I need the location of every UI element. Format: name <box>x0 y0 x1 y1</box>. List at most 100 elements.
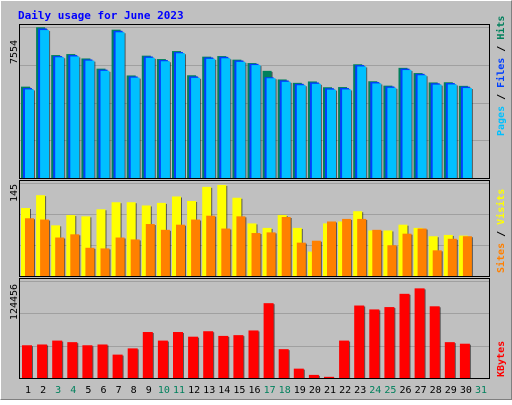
bar-pages-21 <box>327 89 336 178</box>
bar-kbytes-8 <box>127 348 138 378</box>
bar-pages-2 <box>40 30 50 178</box>
bar-kbytes-25 <box>384 307 395 378</box>
bar-pages-20 <box>311 83 321 178</box>
bar-sites-6 <box>100 248 110 276</box>
bar-kbytes-1 <box>22 345 32 378</box>
x-label-day-9: 9 <box>146 385 152 396</box>
bar-sites-13 <box>206 215 216 276</box>
bar-pages-27 <box>417 75 427 178</box>
bar-pages-29 <box>447 84 457 178</box>
bar-sites-15 <box>236 216 246 276</box>
bar-kbytes-17 <box>263 303 274 378</box>
bar-pages-18 <box>281 81 291 178</box>
bar-sites-7 <box>115 237 125 276</box>
x-label-day-3: 3 <box>55 385 61 396</box>
bar-pages-23 <box>357 66 367 178</box>
bar-sites-26 <box>402 233 412 276</box>
bar-pages-9 <box>145 57 155 178</box>
bar-kbytes-30 <box>459 343 470 378</box>
bar-sites-1 <box>25 218 34 276</box>
bar-pages-5 <box>85 60 95 178</box>
bar-kbytes-9 <box>142 332 153 378</box>
x-label-day-6: 6 <box>100 385 106 396</box>
x-label-day-7: 7 <box>116 385 122 396</box>
bar-kbytes-15 <box>233 335 244 378</box>
bar-pages-4 <box>70 56 80 179</box>
bars <box>21 27 473 379</box>
bar-pages-28 <box>432 84 442 178</box>
x-label-day-25: 25 <box>384 385 396 396</box>
bar-pages-7 <box>115 32 125 178</box>
x-label-day-30: 30 <box>460 385 472 396</box>
bar-kbytes-29 <box>444 342 455 378</box>
x-label-day-28: 28 <box>430 385 442 396</box>
bar-visits-5 <box>81 216 91 276</box>
bar-pages-6 <box>100 70 110 178</box>
bar-sites-19 <box>296 242 306 276</box>
middle-max-label: 145 <box>9 184 20 202</box>
x-label-day-22: 22 <box>339 385 351 396</box>
x-label-day-2: 2 <box>40 385 46 396</box>
x-label-day-21: 21 <box>324 385 336 396</box>
x-label-day-12: 12 <box>188 385 200 396</box>
x-label-day-23: 23 <box>354 385 366 396</box>
legend-kbytes: KBytes <box>496 341 507 377</box>
bar-sites-20 <box>311 240 321 276</box>
bar-pages-10 <box>160 61 170 178</box>
legend-sites: Sites <box>495 243 507 273</box>
bar-kbytes-21-shadow <box>325 377 335 379</box>
bar-kbytes-4 <box>67 342 78 378</box>
bar-pages-19 <box>296 85 306 178</box>
top-max-label: 7554 <box>9 40 20 64</box>
bar-kbytes-27 <box>414 288 425 378</box>
x-label-day-4: 4 <box>70 385 76 396</box>
bar-pages-30 <box>462 88 472 178</box>
bar-sites-3 <box>55 237 65 276</box>
bar-sites-21 <box>327 221 336 276</box>
bar-sites-22 <box>342 218 352 276</box>
bar-kbytes-14 <box>218 335 229 378</box>
bar-kbytes-6 <box>97 344 108 378</box>
bar-kbytes-24 <box>369 309 380 378</box>
bar-kbytes-12 <box>188 336 199 378</box>
chart-title: Daily usage for June 2023 <box>18 9 184 22</box>
bar-sites-10 <box>160 229 170 276</box>
bar-kbytes-26 <box>399 293 410 378</box>
bar-sites-9 <box>145 224 155 276</box>
bar-pages-25 <box>387 87 397 178</box>
bar-pages-24 <box>372 83 382 178</box>
x-label-day-26: 26 <box>399 385 411 396</box>
x-label-day-13: 13 <box>203 385 215 396</box>
bar-pages-22 <box>342 89 352 178</box>
bar-sites-29 <box>447 238 457 276</box>
bar-pages-14 <box>221 58 231 178</box>
bar-pages-12 <box>191 77 201 178</box>
bar-kbytes-21 <box>324 376 334 378</box>
bar-sites-30 <box>462 236 472 276</box>
bar-kbytes-23 <box>354 305 365 378</box>
legend-visits: Visits <box>495 189 507 225</box>
bar-pages-13 <box>206 58 216 179</box>
x-label-day-19: 19 <box>294 385 306 396</box>
x-label-day-27: 27 <box>415 385 427 396</box>
bar-visits-8 <box>126 202 136 276</box>
bar-sites-25 <box>387 245 397 276</box>
x-label-day-10: 10 <box>158 385 170 396</box>
legend-sep-2: / <box>496 40 507 58</box>
x-label-day-5: 5 <box>85 385 91 396</box>
bar-sites-18 <box>281 216 291 276</box>
bar-sites-2 <box>40 219 50 276</box>
bar-sites-11 <box>176 224 185 276</box>
legend-pages: Pages <box>496 106 507 136</box>
bar-kbytes-16 <box>248 330 259 378</box>
x-label-day-15: 15 <box>233 385 245 396</box>
bar-kbytes-2 <box>37 344 48 378</box>
bar-pages-1 <box>25 89 34 178</box>
bar-pages-3 <box>55 57 65 179</box>
bar-sites-23 <box>357 218 367 276</box>
bar-kbytes-11 <box>173 332 183 378</box>
x-label-day-29: 29 <box>445 385 457 396</box>
bar-kbytes-22 <box>339 340 350 378</box>
